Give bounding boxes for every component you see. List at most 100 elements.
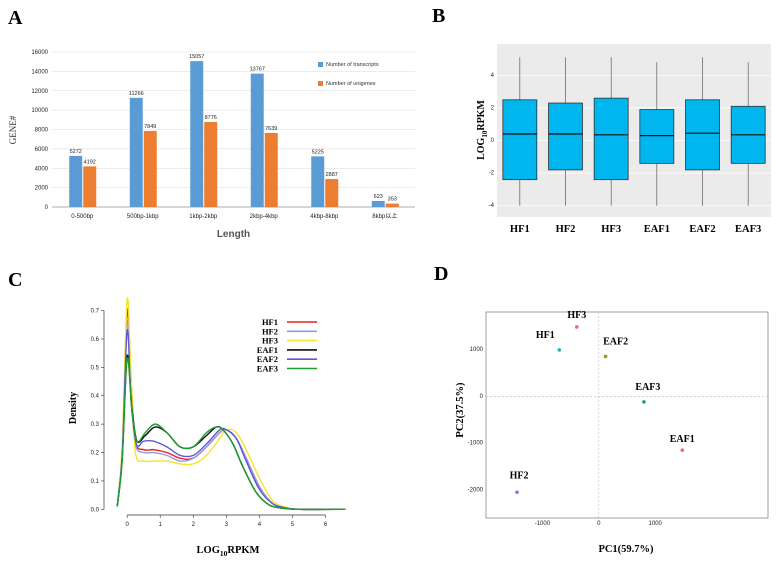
y-tick-label: 2 <box>491 105 495 111</box>
y-axis-title-part: RPKM <box>476 100 487 131</box>
bar-transcripts <box>311 156 325 207</box>
bar-transcripts <box>371 200 385 207</box>
box <box>685 99 720 171</box>
x-axis-title: LOG10RPKM <box>197 545 260 558</box>
plot-frame <box>485 311 769 519</box>
bar-data-label: 5225 <box>312 149 324 155</box>
bar-unigenes <box>83 166 97 207</box>
pca-point-hf2 <box>515 490 519 495</box>
x-axis-title-part: RPKM <box>227 545 259 556</box>
y-tick-label: 2000 <box>35 186 49 192</box>
pca-point-eaf2 <box>603 354 608 359</box>
box <box>639 109 675 164</box>
y-tick-label: 0 <box>491 138 495 144</box>
x-axis-title: PC1(59.7%) <box>598 544 654 555</box>
y-axis-title-part: LOG <box>476 137 487 159</box>
bar-data-label: 623 <box>374 194 383 200</box>
x-tick-label: 0 <box>597 521 601 527</box>
bar-unigenes <box>204 121 218 207</box>
x-tick-label: 6 <box>324 522 328 528</box>
x-tick-label: 0 <box>125 522 129 528</box>
bar-data-label: 13767 <box>250 67 265 73</box>
pca-point-label: EAF2 <box>603 336 628 347</box>
x-tick-label: 1kbp-2kbp <box>189 214 218 220</box>
y-axis-title: LOG10RPKM <box>476 100 489 160</box>
y-axis-title-subscript: 10 <box>481 130 489 138</box>
y-axis-title: PC2(37.5%) <box>455 382 466 438</box>
panel-label-c: C <box>8 269 22 291</box>
bar-data-label: 4192 <box>84 159 96 165</box>
box <box>548 102 583 171</box>
x-tick-label: HF1 <box>510 224 530 235</box>
bar-transcripts <box>190 61 204 207</box>
y-tick-label: 0.3 <box>91 422 100 428</box>
pca-point-label: HF3 <box>567 310 586 321</box>
y-tick-label: 0.7 <box>91 309 100 315</box>
box <box>593 97 629 181</box>
y-tick-label: 14000 <box>31 69 48 75</box>
bar-data-label: 15057 <box>189 54 204 60</box>
x-tick-label: 5 <box>291 522 295 528</box>
bar-unigenes <box>325 179 339 207</box>
y-tick-label: -2000 <box>468 487 484 493</box>
bar-data-label: 8776 <box>205 115 217 121</box>
panel-label-a: A <box>8 7 23 29</box>
y-tick-label: 0.1 <box>91 479 100 485</box>
y-tick-label: -2 <box>489 171 495 177</box>
y-tick-label: 12000 <box>31 89 48 95</box>
x-axis-title-subscript: 10 <box>220 549 228 558</box>
density-line-eaf3 <box>116 357 346 511</box>
y-tick-label: -1000 <box>468 441 484 447</box>
x-tick-label: EAF2 <box>689 224 715 235</box>
y-tick-label: 0.5 <box>91 365 100 371</box>
panel-c-density-plot: 0.0 0.1 0.2 0.3 0.4 0.5 0.6 0.7 0 1 2 3 4 5 6 HF1HF2HF3… <box>68 297 346 558</box>
box <box>502 99 538 181</box>
x-tick-label: 1 <box>159 522 163 528</box>
y-tick-label: 8000 <box>35 128 49 134</box>
legend-label: HF1 <box>262 317 278 327</box>
x-tick-label: 4 <box>258 522 262 528</box>
legend-label: EAF1 <box>257 345 278 355</box>
y-tick-label: 6000 <box>35 147 49 153</box>
plot-background <box>497 44 771 217</box>
y-tick-label: 16000 <box>31 50 48 56</box>
legend-label: Number of unigenes <box>326 81 376 87</box>
pca-point-eaf1 <box>680 448 685 452</box>
x-tick-label: 0-500bp <box>71 214 94 220</box>
pca-point-label: HF1 <box>536 330 555 341</box>
x-tick-label: 4kbp-8kbp <box>310 214 339 220</box>
y-tick-label: 0.2 <box>91 451 100 457</box>
legend-label: EAF3 <box>257 364 278 374</box>
y-axis-title: GENE# <box>8 115 18 144</box>
bar-data-label: 7639 <box>265 126 277 132</box>
y-axis-title: Density <box>68 392 79 424</box>
bar-unigenes <box>143 130 157 207</box>
bar-transcripts <box>250 73 264 207</box>
x-tick-label: 1000 <box>649 521 663 527</box>
y-tick-label: 10000 <box>31 108 48 114</box>
pca-point-label: HF2 <box>510 470 529 481</box>
legend-swatch <box>318 62 323 67</box>
x-tick-label: HF3 <box>601 224 621 235</box>
bar-transcripts <box>129 97 143 207</box>
density-line-hf1 <box>116 308 346 511</box>
pca-point-eaf3 <box>642 400 646 404</box>
pca-point-label: EAF1 <box>670 434 695 445</box>
x-tick-label: 2 <box>192 522 196 528</box>
x-tick-label: EAF1 <box>644 224 670 235</box>
pca-point-hf3 <box>575 325 579 329</box>
bar-unigenes <box>385 203 399 207</box>
panel-label-d: D <box>434 263 448 285</box>
x-tick-label: 500bp-1kbp <box>127 214 159 220</box>
y-tick-label: 4 <box>491 73 495 79</box>
x-tick-label: -1000 <box>535 521 551 527</box>
y-tick-label: -4 <box>489 203 495 209</box>
legend-swatch <box>318 81 323 86</box>
x-tick-label: 8kbp以上 <box>372 212 397 220</box>
y-tick-label: 0 <box>480 394 484 400</box>
legend-label: HF3 <box>262 336 278 346</box>
density-line-hf3 <box>116 297 346 511</box>
bar-unigenes <box>264 132 278 207</box>
bar-data-label: 2887 <box>326 172 338 178</box>
